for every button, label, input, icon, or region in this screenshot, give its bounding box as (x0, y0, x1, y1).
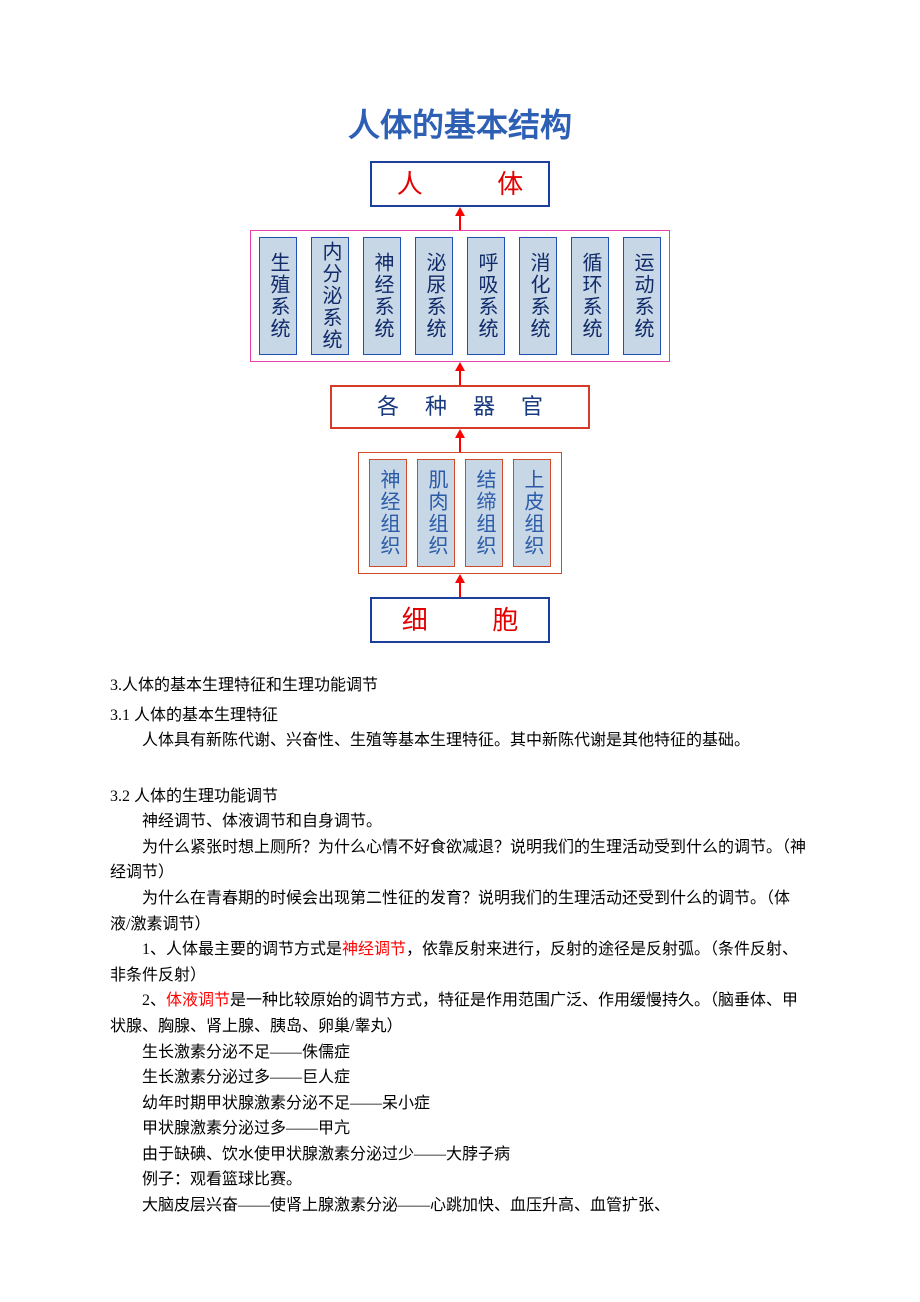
system-box: 内分泌系统 (311, 237, 349, 355)
heading-3-1: 3.1 人体的基本生理特征 (110, 703, 810, 729)
tissue-box: 上皮组织 (513, 459, 551, 567)
txt: 2、 (142, 992, 166, 1009)
red-term-humoral: 体液调节 (166, 992, 230, 1009)
system-box: 消化系统 (519, 237, 557, 355)
line-3: 幼年时期甲状腺激素分泌不足——呆小症 (110, 1091, 810, 1117)
para-3-2c: 为什么在青春期的时候会出现第二性征的发育？说明我们的生理活动还受到什么的调节。（… (110, 886, 810, 937)
diagram-title: 人体的基本结构 (110, 100, 810, 151)
body-structure-diagram: 人体的基本结构 人 体 生殖系统内分泌系统神经系统泌尿系统呼吸系统消化系统循环系… (110, 100, 810, 643)
organs-box: 各种器官 (330, 385, 590, 429)
tissue-box: 肌肉组织 (417, 459, 455, 567)
line-2: 生长激素分泌过多——巨人症 (110, 1065, 810, 1091)
red-term-neural: 神经调节 (342, 941, 406, 958)
system-box: 循环系统 (571, 237, 609, 355)
line-4: 甲状腺激素分泌过多——甲亢 (110, 1116, 810, 1142)
system-box: 生殖系统 (259, 237, 297, 355)
system-box: 泌尿系统 (415, 237, 453, 355)
para-3-1: 人体具有新陈代谢、兴奋性、生殖等基本生理特征。其中新陈代谢是其他特征的基础。 (110, 728, 810, 754)
para-3-2b: 为什么紧张时想上厕所？为什么心情不好食欲减退？说明我们的生理活动受到什么的调节。… (110, 835, 810, 886)
arrow-systems-to-body (110, 207, 810, 230)
heading-3: 3.人体的基本生理特征和生理功能调节 (110, 673, 810, 699)
cell-char-right: 胞 (492, 605, 518, 635)
line-6: 例子：观看篮球比赛。 (110, 1167, 810, 1193)
txt: 1、人体最主要的调节方式是 (142, 941, 342, 958)
line-5: 由于缺碘、饮水使甲状腺激素分泌过少——大脖子病 (110, 1142, 810, 1168)
arrow-organs-to-systems (110, 362, 810, 385)
arrow-tissues-to-organs (110, 429, 810, 452)
para-3-2d: 1、人体最主要的调节方式是神经调节，依靠反射来进行，反射的途径是反射弧。（条件反… (110, 937, 810, 988)
cell-box: 细 胞 (370, 597, 550, 643)
heading-3-2: 3.2 人体的生理功能调节 (110, 784, 810, 810)
tissue-box: 神经组织 (369, 459, 407, 567)
body-char-left: 人 (397, 169, 423, 199)
arrow-cell-to-tissues (110, 574, 810, 597)
line-1: 生长激素分泌不足——侏儒症 (110, 1040, 810, 1066)
body-char-right: 体 (497, 169, 523, 199)
para-3-2e: 2、体液调节是一种比较原始的调节方式，特征是作用范围广泛、作用缓慢持久。（脑垂体… (110, 988, 810, 1039)
line-7: 大脑皮层兴奋——使肾上腺激素分泌——心跳加快、血压升高、血管扩张、 (110, 1193, 810, 1219)
tissue-box: 结缔组织 (465, 459, 503, 567)
system-box: 神经系统 (363, 237, 401, 355)
document-body: 3.人体的基本生理特征和生理功能调节 3.1 人体的基本生理特征 人体具有新陈代… (110, 673, 810, 1218)
cell-char-left: 细 (402, 605, 428, 635)
level-body-box: 人 体 (370, 161, 550, 207)
system-box: 呼吸系统 (467, 237, 505, 355)
system-box: 运动系统 (623, 237, 661, 355)
para-3-2a: 神经调节、体液调节和自身调节。 (110, 809, 810, 835)
tissues-container: 神经组织肌肉组织结缔组织上皮组织 (358, 452, 562, 574)
systems-container: 生殖系统内分泌系统神经系统泌尿系统呼吸系统消化系统循环系统运动系统 (250, 230, 670, 362)
